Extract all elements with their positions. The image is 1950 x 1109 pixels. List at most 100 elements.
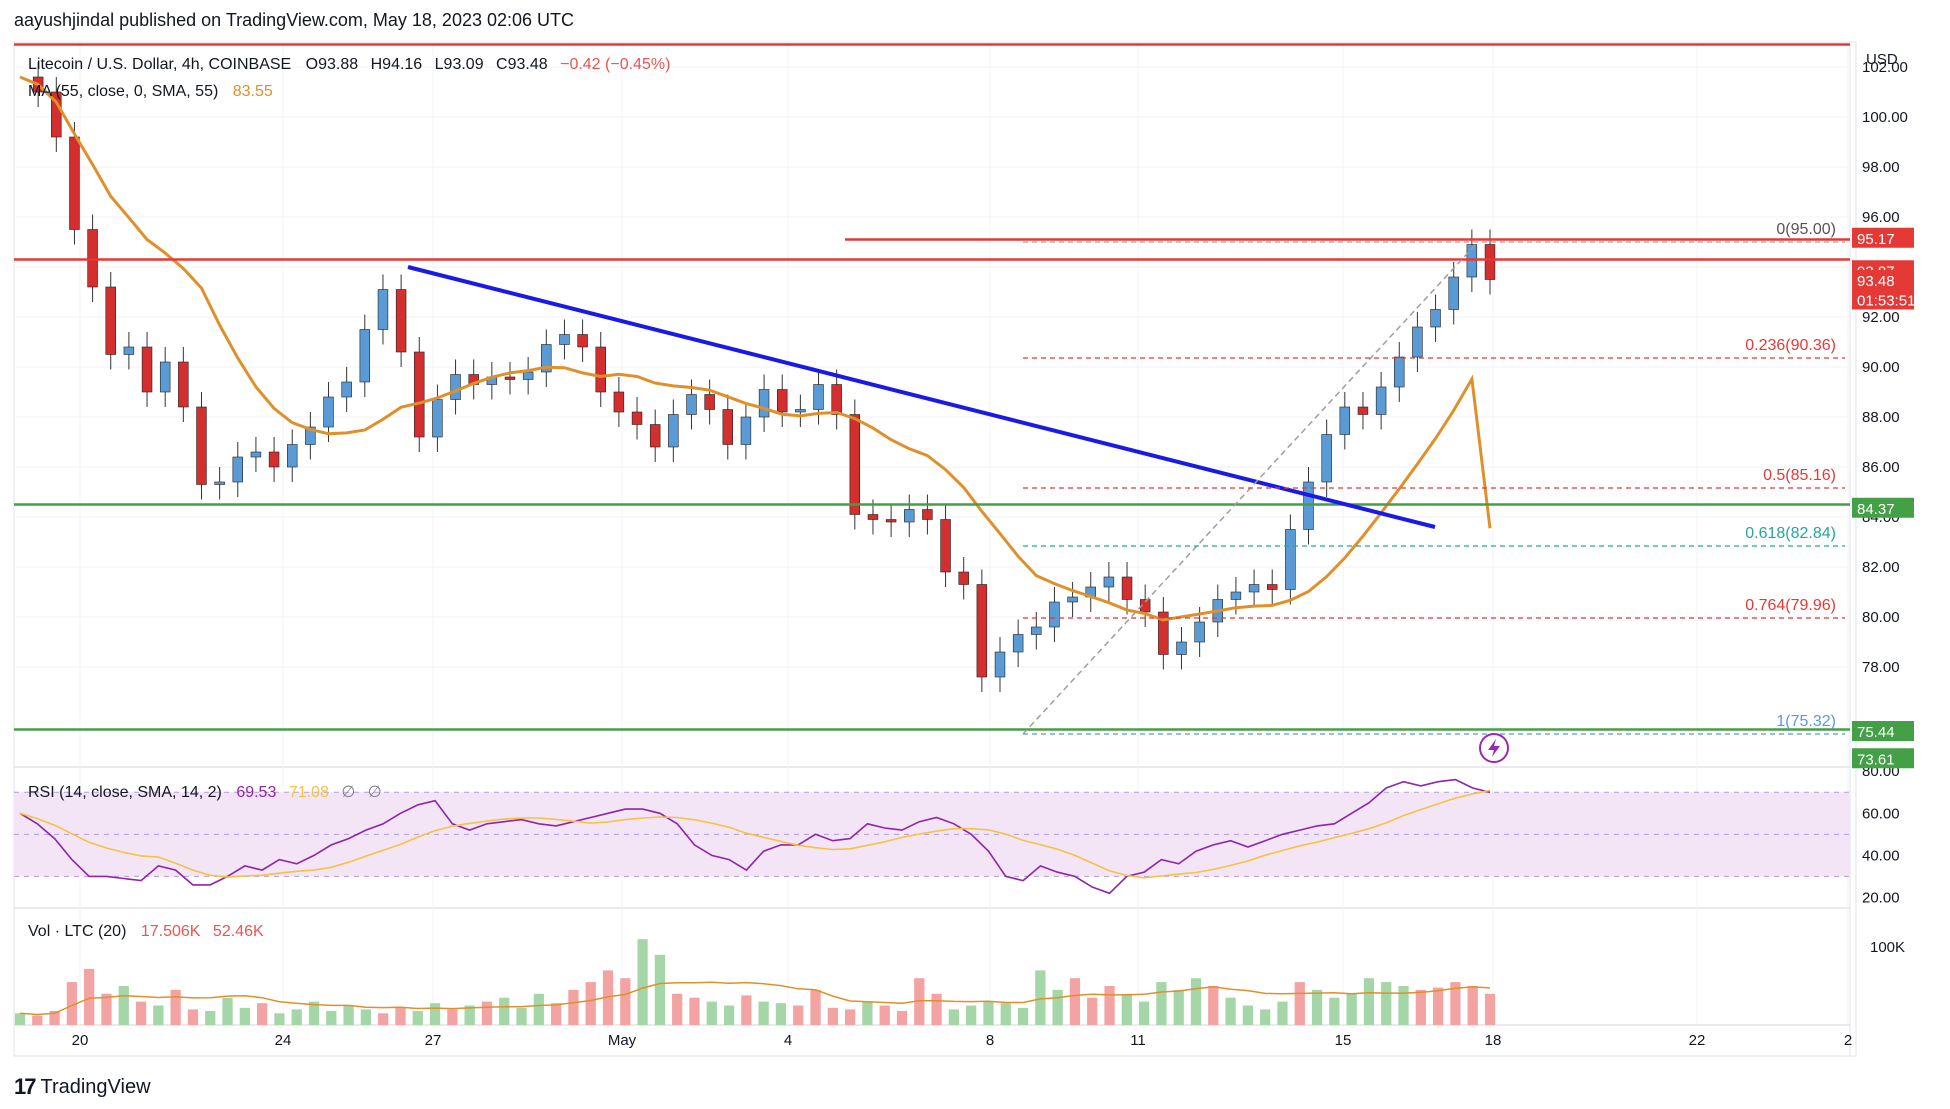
time-tick-label: 15 [1335,1032,1352,1049]
volume-bar [499,997,510,1025]
volume-bar [966,1005,977,1025]
ohlc-close: C93.48 [496,56,548,73]
volume-pane [14,939,1496,1025]
candle-body [159,361,171,393]
price-tag-label: 01:53:51 [1857,293,1915,310]
price-tag-bg [1852,721,1914,741]
rsi-tick-label: 60.00 [1862,805,1900,822]
volume-bar [378,1013,389,1025]
candle-body [1031,626,1042,635]
candle-body [1194,621,1205,643]
candle-body [940,519,951,573]
volume-bar [1294,982,1305,1025]
candle-body [432,399,443,438]
price-tick-label: 96.00 [1862,209,1900,226]
time-tick-label: 20 [72,1032,89,1049]
volume-bar [516,1007,527,1025]
candle-body [141,346,153,393]
volume-bar [1052,989,1063,1025]
tradingview-logo[interactable]: 17 TradingView [14,1074,151,1100]
time-tick-label: 11 [1130,1032,1146,1049]
volume-bar [879,1005,890,1025]
chart-frame [13,41,1857,1057]
candle-body [1394,356,1405,388]
candle-body [1067,596,1078,603]
candle-body [323,396,334,428]
volume-bar [1190,978,1202,1025]
candle-body [885,519,897,523]
volume-bar [1363,978,1375,1025]
candle-body [1139,599,1151,613]
fib-level-label: 0.764(79.96) [1745,597,1836,614]
volume-bar [1242,1005,1254,1025]
candle-body [776,389,788,413]
price-tick-label: 92.00 [1862,309,1900,326]
ohlc-low: L93.09 [435,56,484,73]
volume-bar [326,1010,337,1025]
volume-bar [1346,993,1357,1025]
candle-body [577,334,588,348]
horizontal-levels [14,43,1850,731]
candle-body [1158,611,1169,655]
volume-bar [1087,997,1098,1025]
time-tick-label: 24 [275,1032,292,1049]
candle-body [1121,576,1133,600]
volume-bar [914,978,925,1025]
candle-body [1321,434,1332,483]
candle-body [268,451,280,468]
fib-level-label: 0.618(82.84) [1745,525,1836,542]
price-tag-label: 73.61 [1857,751,1895,768]
lightning-icon[interactable] [1479,733,1509,763]
volume-bar [187,1009,199,1025]
candle-body [831,384,842,415]
volume-bar [84,968,95,1025]
volume-ma-line [19,981,1491,1016]
volume-bar [1260,1009,1271,1025]
candle-body [105,286,116,355]
candle-body [994,651,1006,678]
ohlc-high: H94.16 [371,56,423,73]
volume-bar [758,1001,769,1025]
volume-bar [654,954,666,1025]
candle-body [504,376,516,380]
candle-body [813,384,824,410]
volume-bar [447,1009,458,1025]
volume-bar [135,1001,147,1025]
rsi-tick-label: 40.00 [1862,847,1900,864]
volume-bar [793,1005,804,1025]
time-axis: 20 24 27 May 4 8 11 15 18 22 2 [72,1032,1853,1049]
volume-bar [291,1009,302,1025]
volume-bar [101,993,112,1025]
candle-body [1375,386,1387,415]
candle-body [123,346,135,355]
candle-body [1176,641,1187,655]
descending-trendline[interactable] [407,265,1436,529]
price-tag-label: 84.37 [1857,501,1895,518]
candle-body [613,391,625,413]
candle-body [214,481,225,485]
volume-bar [395,1007,406,1025]
fib-level-label: 0.5(85.16) [1763,467,1836,484]
volume-bar [32,1015,43,1025]
volume-bar [723,1005,735,1025]
volume-bar [412,1010,423,1025]
volume-bar [741,995,752,1025]
volume-bar [620,978,631,1025]
candle-body [795,409,806,413]
candle-body [559,334,570,345]
volume-bar [1398,986,1409,1025]
usd-label: USD [1866,51,1898,68]
candle-body [414,351,425,438]
ma-legend-value: 83.55 [233,83,273,100]
volume-bar [118,986,129,1025]
svg-text:MA (55, close, 0, SMA, 55): MA (55, close, 0, SMA, 55) 83.55 [28,83,273,100]
candle-body [1285,529,1296,590]
price-tag-label: 75.44 [1857,724,1895,741]
volume-bar [153,1005,164,1025]
candle-body [232,456,244,483]
price-tag-label: 93.48 [1857,273,1895,290]
candle-body [359,329,371,383]
candle-body [668,414,679,448]
